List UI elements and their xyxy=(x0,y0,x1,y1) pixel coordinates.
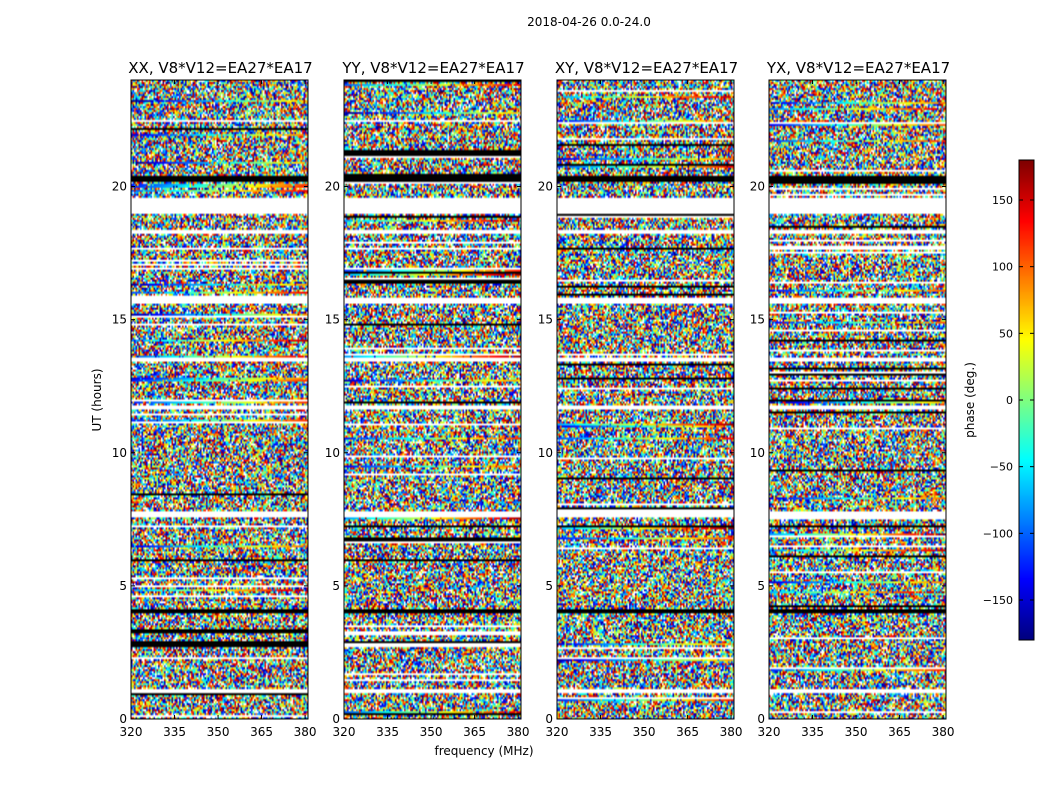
y-tick-label: 15 xyxy=(750,313,765,327)
y-tick-label: 15 xyxy=(325,313,340,327)
panel-heatmap xyxy=(557,80,734,719)
y-tick-label: 0 xyxy=(119,712,127,726)
panel-frame xyxy=(556,79,735,720)
x-tick-label: 380 xyxy=(720,725,743,739)
x-tick-label: 320 xyxy=(758,725,781,739)
y-tick-label: 0 xyxy=(757,712,765,726)
y-tick-label: 15 xyxy=(538,313,553,327)
panel-heatmap xyxy=(344,80,521,719)
colorbar-ticks: 150 100 50 0 −50 −100 −150 xyxy=(983,194,1034,607)
panel-title: YY, V8*V12=EA27*EA17 xyxy=(341,59,524,77)
colorbar-tick-label: 100 xyxy=(992,261,1013,274)
y-tick-label: 10 xyxy=(112,446,127,460)
x-tick-label: 320 xyxy=(546,725,569,739)
colorbar-tick-label: −100 xyxy=(983,527,1013,540)
x-tick-label: 350 xyxy=(207,725,230,739)
y-tick-label: 10 xyxy=(750,446,765,460)
x-tick-label: 365 xyxy=(463,725,486,739)
x-tick-label: 380 xyxy=(932,725,955,739)
panel-heatmap xyxy=(769,80,946,719)
y-tick-label: 20 xyxy=(750,180,765,194)
y-tick-label: 20 xyxy=(538,180,553,194)
panel-frame xyxy=(768,79,947,720)
x-tick-label: 365 xyxy=(888,725,911,739)
panels-group: XX, V8*V12=EA27*EA17 320 335 350 365 380 0 5 10 1… xyxy=(112,59,955,739)
colorbar-gradient xyxy=(1019,160,1034,640)
colorbar: 150 100 50 0 −50 −100 −150 phase (deg.) xyxy=(963,159,1035,641)
y-tick-label: 5 xyxy=(332,579,340,593)
colorbar-tick-label: 0 xyxy=(1006,394,1013,407)
x-axis-label: frequency (MHz) xyxy=(434,744,533,758)
y-tick-label: 5 xyxy=(545,579,553,593)
x-tick-label: 335 xyxy=(589,725,612,739)
panel-2: YY, V8*V12=EA27*EA17 320 335 350 365 380 0 5 10 1… xyxy=(325,59,530,739)
y-tick-label: 10 xyxy=(325,446,340,460)
panel-3: XY, V8*V12=EA27*EA17 320 335 350 365 380 0 5 10 1… xyxy=(538,59,743,739)
x-tick-label: 350 xyxy=(633,725,656,739)
y-tick-label: 20 xyxy=(112,180,127,194)
x-tick-label: 365 xyxy=(676,725,699,739)
x-tick-label: 350 xyxy=(845,725,868,739)
panel-frame xyxy=(130,79,309,720)
colorbar-tick-label: 150 xyxy=(992,194,1013,207)
x-tick-label: 335 xyxy=(376,725,399,739)
panel-1: XX, V8*V12=EA27*EA17 320 335 350 365 380 0 5 10 1… xyxy=(112,59,317,739)
y-tick-label: 15 xyxy=(112,313,127,327)
y-tick-label: 0 xyxy=(332,712,340,726)
x-tick-label: 380 xyxy=(294,725,317,739)
x-tick-label: 365 xyxy=(250,725,273,739)
x-tick-label: 320 xyxy=(333,725,356,739)
panel-frame xyxy=(343,79,522,720)
colorbar-label: phase (deg.) xyxy=(963,362,977,438)
panel-title: XX, V8*V12=EA27*EA17 xyxy=(128,59,312,77)
panel-heatmap xyxy=(131,80,308,719)
x-tick-label: 335 xyxy=(163,725,186,739)
panel-4: YX, V8*V12=EA27*EA17 320 335 350 365 380 0 5 10 1… xyxy=(750,59,955,739)
figure-suptitle: 2018-04-26 0.0-24.0 xyxy=(527,15,651,29)
y-axis-label: UT (hours) xyxy=(90,368,104,431)
y-tick-label: 5 xyxy=(119,579,127,593)
y-tick-label: 0 xyxy=(545,712,553,726)
y-tick-label: 5 xyxy=(757,579,765,593)
panel-title: XY, V8*V12=EA27*EA17 xyxy=(555,59,738,77)
colorbar-tick-label: −50 xyxy=(990,461,1013,474)
colorbar-tick-label: 50 xyxy=(999,327,1013,340)
x-tick-label: 320 xyxy=(120,725,143,739)
y-tick-label: 20 xyxy=(325,180,340,194)
colorbar-tick-label: −150 xyxy=(983,594,1013,607)
x-tick-label: 335 xyxy=(801,725,824,739)
panel-title: YX, V8*V12=EA27*EA17 xyxy=(766,59,950,77)
x-tick-label: 350 xyxy=(420,725,443,739)
x-tick-label: 380 xyxy=(507,725,530,739)
y-tick-label: 10 xyxy=(538,446,553,460)
